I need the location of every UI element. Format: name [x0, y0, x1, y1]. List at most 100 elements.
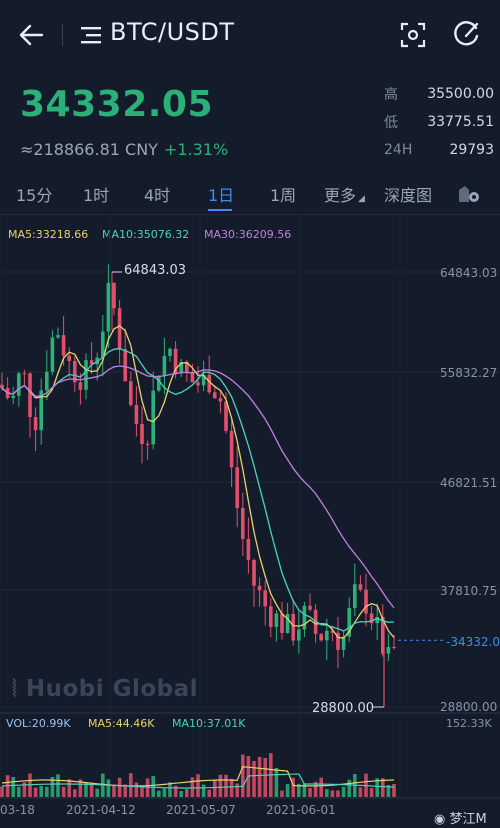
weibo-tag: 梦江M — [449, 812, 487, 827]
candle-body — [241, 507, 245, 539]
chart-low-label: 28800.00 — [312, 701, 375, 716]
stat-high-label: 高 — [384, 87, 398, 103]
volume-bar — [61, 786, 66, 797]
volume-bar — [145, 778, 150, 797]
volume-bar — [302, 783, 307, 797]
price-tick: 64843.03 — [440, 266, 498, 280]
tab-more-label: 更多 — [324, 186, 357, 205]
volume-bar — [179, 790, 183, 797]
volume-bar — [218, 774, 223, 797]
caret-down-icon: ◢ — [358, 194, 365, 204]
volume-bar — [285, 783, 290, 797]
volume-bar — [325, 789, 329, 797]
candle-body — [101, 331, 105, 358]
vol-max-label: 152.33K — [446, 717, 492, 730]
volume-bar — [50, 777, 55, 797]
volume-bar — [117, 777, 122, 797]
candle-body — [375, 616, 379, 624]
volume-bar — [157, 790, 161, 797]
volume-bar — [297, 783, 301, 797]
volume-bar — [84, 782, 88, 797]
candle-body — [28, 373, 32, 418]
volume-bar — [39, 785, 43, 797]
candle-body — [201, 374, 206, 386]
tab-1d[interactable]: 1日 — [208, 186, 235, 205]
ma10-line — [1, 348, 395, 632]
stat-low: 低 33775.51 — [384, 108, 494, 136]
volume-bar — [257, 756, 262, 797]
candle-body — [297, 629, 301, 641]
change-percent: +1.31% — [163, 140, 229, 159]
candle-body — [73, 361, 77, 383]
pair-menu-icon[interactable] — [80, 24, 102, 46]
candle-body — [263, 590, 267, 607]
stat-low-label: 低 — [384, 115, 398, 131]
chart-settings-icon[interactable] — [456, 180, 482, 206]
ma10-legend: MA10:35076.32 — [102, 228, 190, 241]
volume-bar — [313, 781, 318, 797]
volume-bar — [17, 786, 21, 797]
candle-body — [319, 633, 323, 641]
candle-body — [179, 361, 183, 374]
candle-body — [364, 589, 368, 614]
tab-1w[interactable]: 1周 — [270, 186, 297, 205]
weibo-watermark: ◉ 梦江M — [434, 808, 487, 827]
date-tick: 2021-06-01 — [266, 803, 336, 817]
ma30-legend: MA30:36209.56 — [204, 228, 292, 241]
candle-body — [78, 382, 83, 390]
fullscreen-icon[interactable] — [398, 20, 428, 50]
pair-title[interactable]: BTC/USDT — [110, 18, 235, 46]
stat-high-value: 35500.00 — [427, 86, 494, 102]
volume-bar — [207, 789, 211, 797]
huobi-logo: ⦚ Huobi Global — [12, 676, 198, 702]
volume-bar — [11, 776, 15, 797]
tab-4h[interactable]: 4时 — [144, 186, 171, 205]
candle-body — [274, 613, 279, 627]
candle-body — [257, 585, 262, 591]
last-price: 34332.05 — [20, 84, 214, 125]
volume-bar — [168, 782, 172, 797]
current-price-tag: -34332.05 — [446, 635, 500, 649]
volume-bar — [106, 779, 111, 797]
vol-ma5-line — [1, 766, 395, 787]
stat-24h-label: 24H — [384, 142, 413, 158]
candle-body — [173, 348, 178, 374]
tab-1h[interactable]: 1时 — [83, 186, 110, 205]
cny-value: ≈218866.81 CNY +1.31% — [20, 140, 228, 159]
volume-bar — [185, 789, 189, 797]
speed-dial-icon[interactable] — [450, 18, 482, 50]
chart-high-label: 64843.03 — [124, 263, 187, 278]
candle-body — [168, 348, 172, 356]
volume-bar — [67, 779, 71, 797]
volume-bar — [123, 784, 127, 797]
date-tick: 2021-04-12 — [66, 803, 136, 817]
top-bar: BTC/USDT — [0, 0, 500, 70]
volume-bar — [22, 782, 27, 797]
tab-15m[interactable]: 15分 — [16, 186, 53, 205]
header-divider — [62, 24, 63, 46]
vol-legend: VOL:20.99K — [6, 717, 71, 730]
candle-body — [336, 632, 340, 650]
back-arrow-icon[interactable] — [16, 20, 46, 50]
candle-body — [207, 374, 211, 393]
candle-body — [145, 443, 150, 445]
volume-bar — [274, 767, 279, 797]
volume-bar — [336, 790, 340, 797]
volume-bar — [95, 788, 99, 797]
candle-body — [151, 390, 155, 445]
tab-depth[interactable]: 深度图 — [384, 186, 433, 205]
stat-24h-value: 29793 — [449, 142, 494, 158]
volume-bar — [347, 779, 351, 797]
volume-bar — [33, 787, 38, 797]
candle-body — [386, 646, 391, 654]
candle-body — [280, 613, 284, 633]
candle-body — [269, 606, 273, 627]
candle-body — [218, 398, 223, 402]
candle-body — [308, 605, 312, 610]
volume-bar — [386, 784, 391, 797]
tab-more[interactable]: 更多 ◢ — [324, 182, 365, 206]
volume-bar — [392, 783, 396, 797]
volume-bar — [252, 761, 256, 797]
current-price-value: 34332.05 — [450, 635, 500, 649]
